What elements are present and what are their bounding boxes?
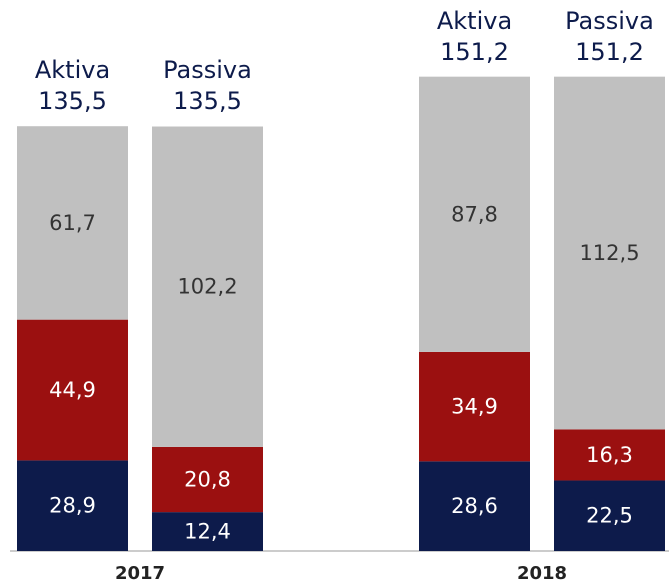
bar-segment <box>554 76 665 430</box>
segment-label: 28,9 <box>49 494 96 518</box>
segment-label: 34,9 <box>451 395 498 419</box>
segment-label: 28,6 <box>451 494 498 518</box>
bar-segment <box>17 460 128 551</box>
segment-label: 102,2 <box>177 275 237 299</box>
group-label: 2017 <box>115 563 165 584</box>
segment-label: 44,9 <box>49 378 96 402</box>
segment-label: 112,5 <box>579 241 639 265</box>
segment-label: 20,8 <box>184 468 231 492</box>
total-label: 151,2 <box>575 38 644 66</box>
bar-segment <box>17 126 128 320</box>
bar-segment <box>152 512 263 551</box>
category-label: Passiva <box>163 56 252 84</box>
total-label: 151,2 <box>440 38 509 66</box>
bar-segment <box>152 446 263 513</box>
segment-label: 16,3 <box>586 443 633 467</box>
segment-label: 87,8 <box>451 202 498 226</box>
bar-segment <box>554 480 665 551</box>
bar-segment <box>419 351 530 462</box>
bar-segment <box>17 319 128 461</box>
category-label: Aktiva <box>35 56 110 84</box>
category-label: Aktiva <box>437 7 512 35</box>
bar-segment <box>152 126 263 447</box>
segment-label: 12,4 <box>184 520 231 544</box>
bar-segment <box>419 461 530 551</box>
bar-segment <box>419 76 530 352</box>
group-label: 2018 <box>517 563 567 584</box>
total-label: 135,5 <box>173 87 242 115</box>
category-label: Passiva <box>565 7 654 35</box>
segment-label: 61,7 <box>49 211 96 235</box>
total-label: 135,5 <box>38 87 107 115</box>
segment-label: 22,5 <box>586 504 633 528</box>
bar-segment <box>554 429 665 481</box>
